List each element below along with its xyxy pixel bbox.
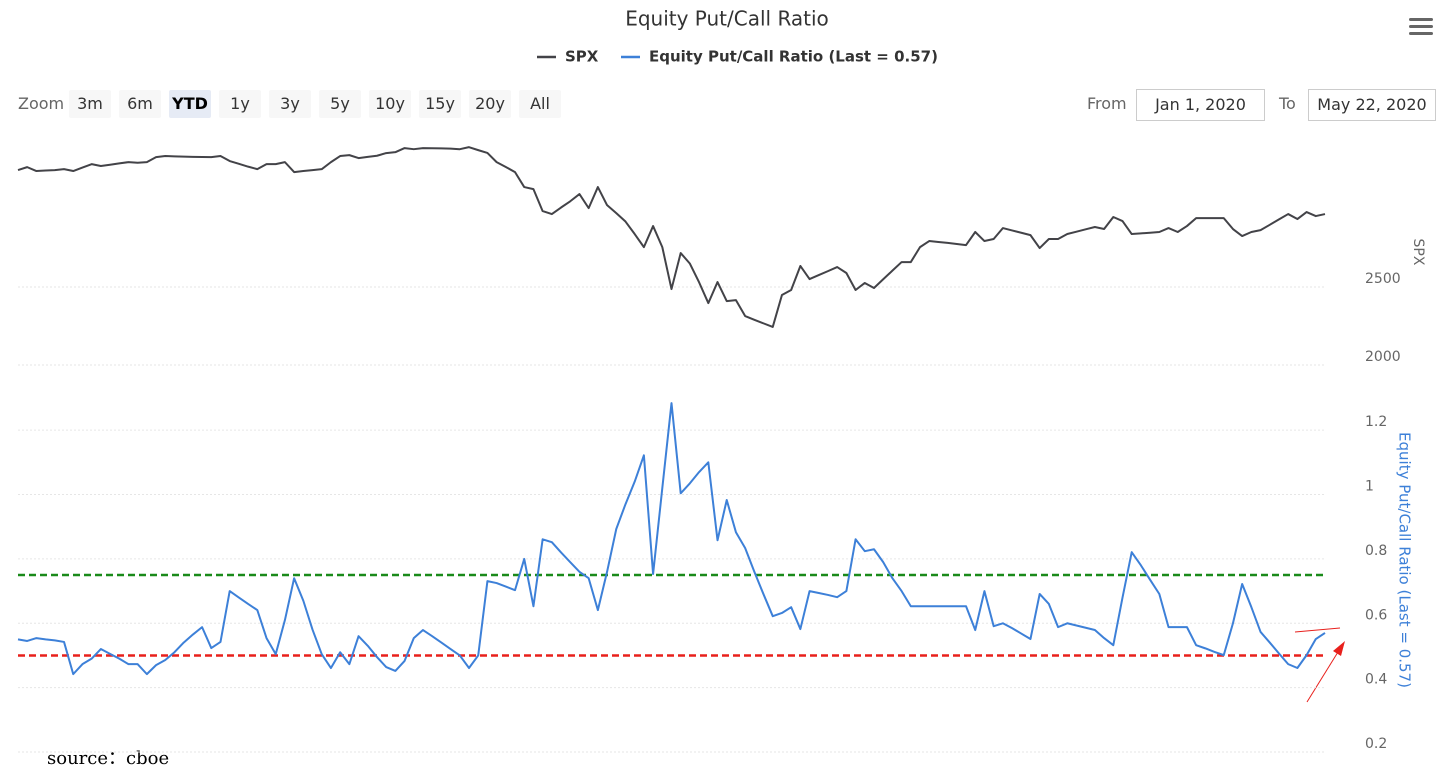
- zoom-button[interactable]: 6m: [119, 90, 161, 118]
- legend-label: Equity Put/Call Ratio (Last = 0.57): [649, 48, 938, 66]
- zoom-button[interactable]: 3m: [69, 90, 111, 118]
- annotation-arrow: [1306, 651, 1339, 703]
- y2-axis-title: Equity Put/Call Ratio (Last = 0.57): [1396, 432, 1414, 688]
- from-label: From: [1087, 94, 1127, 113]
- zoom-button[interactable]: 5y: [319, 90, 361, 118]
- to-label: To: [1279, 94, 1296, 113]
- zoom-button[interactable]: YTD: [169, 90, 211, 118]
- zoom-button[interactable]: 15y: [419, 90, 461, 118]
- y-axis-title: SPX: [1410, 239, 1426, 266]
- source-note: source：cboe: [47, 748, 169, 769]
- series-line: [17, 402, 1326, 676]
- zoom-label: Zoom: [18, 94, 65, 113]
- zoom-button[interactable]: 20y: [469, 90, 511, 118]
- chart-title: Equity Put/Call Ratio: [625, 7, 829, 31]
- y-tick-label: 0.2: [1365, 736, 1387, 752]
- y-tick-label: 0.6: [1365, 607, 1387, 623]
- y-tick-label: 1.2: [1365, 414, 1387, 430]
- y-tick-label: 2000: [1365, 349, 1401, 365]
- zoom-button[interactable]: 3y: [269, 90, 311, 118]
- y-tick-label: 1: [1365, 479, 1374, 495]
- zoom-button[interactable]: All: [519, 90, 561, 118]
- menu-bar: [1409, 32, 1433, 35]
- legend-label: SPX: [565, 48, 599, 66]
- menu-icon[interactable]: [1409, 18, 1433, 35]
- y-tick-label: 0.4: [1365, 672, 1387, 688]
- y-tick-label: 2500: [1365, 271, 1401, 287]
- annotation-line: [1294, 627, 1341, 633]
- series-line: [17, 146, 1326, 328]
- arrow-head: [1333, 641, 1345, 656]
- zoom-button[interactable]: 10y: [369, 90, 411, 118]
- from-input[interactable]: Jan 1, 2020: [1136, 89, 1265, 121]
- y-tick-label: 0.8: [1365, 543, 1387, 559]
- menu-bar: [1409, 25, 1433, 28]
- zoom-button[interactable]: 1y: [219, 90, 261, 118]
- menu-bar: [1409, 18, 1433, 21]
- to-input[interactable]: May 22, 2020: [1308, 89, 1436, 121]
